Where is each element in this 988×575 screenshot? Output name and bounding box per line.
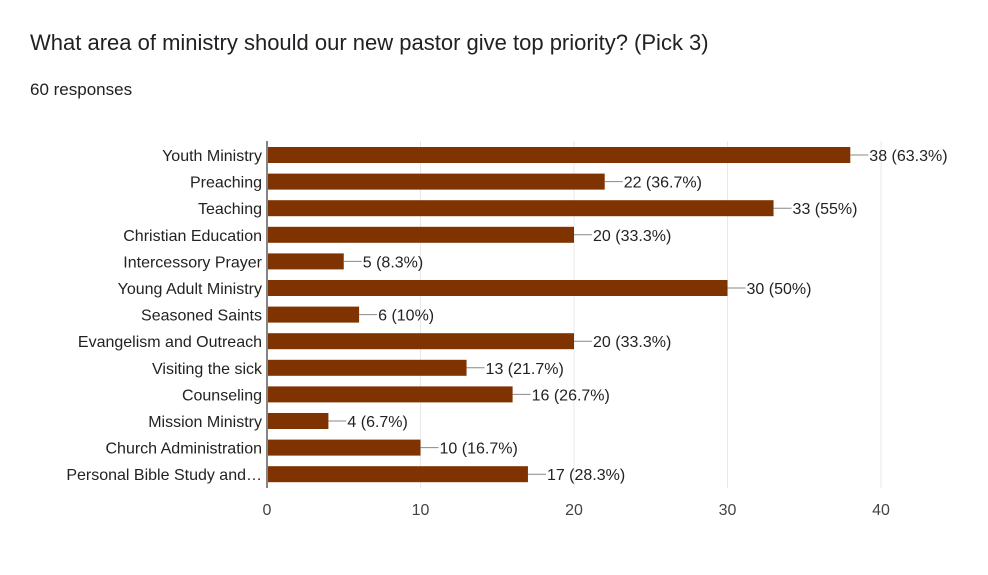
value-label: 33 (55%) bbox=[793, 201, 858, 218]
category-label: Teaching bbox=[198, 201, 262, 218]
category-label: Evangelism and Outreach bbox=[78, 334, 262, 351]
value-label: 10 (16.7%) bbox=[440, 441, 518, 458]
x-tick-label: 20 bbox=[565, 502, 583, 519]
category-label: Mission Ministry bbox=[148, 414, 262, 431]
category-label: Intercessory Prayer bbox=[123, 254, 262, 271]
category-label: Church Administration bbox=[105, 441, 262, 458]
response-count: 60 responses bbox=[30, 80, 133, 99]
category-label: Seasoned Saints bbox=[141, 308, 262, 325]
bar[interactable] bbox=[268, 439, 421, 456]
value-label: 5 (8.3%) bbox=[363, 254, 423, 271]
bar[interactable] bbox=[268, 386, 513, 403]
value-label: 6 (10%) bbox=[378, 308, 434, 325]
bar[interactable] bbox=[268, 173, 605, 190]
value-label: 4 (6.7%) bbox=[347, 414, 407, 431]
value-label: 13 (21.7%) bbox=[486, 361, 564, 378]
x-tick-label: 0 bbox=[263, 502, 272, 519]
bar[interactable] bbox=[268, 200, 774, 217]
value-label: 17 (28.3%) bbox=[547, 467, 625, 484]
bar[interactable] bbox=[268, 147, 851, 163]
value-label: 22 (36.7%) bbox=[624, 175, 702, 192]
category-label: Youth Ministry bbox=[162, 148, 262, 165]
value-label: 38 (63.3%) bbox=[869, 148, 947, 165]
bar[interactable] bbox=[268, 280, 728, 296]
bar[interactable] bbox=[268, 413, 329, 429]
bar[interactable] bbox=[268, 306, 360, 323]
category-label: Preaching bbox=[190, 175, 262, 192]
value-label: 20 (33.3%) bbox=[593, 228, 671, 245]
value-label: 20 (33.3%) bbox=[593, 334, 671, 351]
bar[interactable] bbox=[268, 466, 528, 483]
x-tick-label: 30 bbox=[719, 502, 737, 519]
bar[interactable] bbox=[268, 333, 574, 350]
category-label: Christian Education bbox=[123, 228, 262, 245]
x-tick-label: 40 bbox=[872, 502, 890, 519]
value-label: 16 (26.7%) bbox=[532, 387, 610, 404]
x-tick-label: 10 bbox=[412, 502, 430, 519]
category-label: Young Adult Ministry bbox=[118, 281, 262, 298]
bar[interactable] bbox=[268, 253, 344, 270]
category-label: Personal Bible Study and… bbox=[66, 467, 262, 484]
question-title: What area of ministry should our new pas… bbox=[30, 30, 709, 55]
category-label: Visiting the sick bbox=[152, 361, 263, 378]
value-label: 30 (50%) bbox=[747, 281, 812, 298]
category-label: Counseling bbox=[182, 387, 262, 404]
bar[interactable] bbox=[268, 359, 467, 376]
bar[interactable] bbox=[268, 226, 574, 243]
